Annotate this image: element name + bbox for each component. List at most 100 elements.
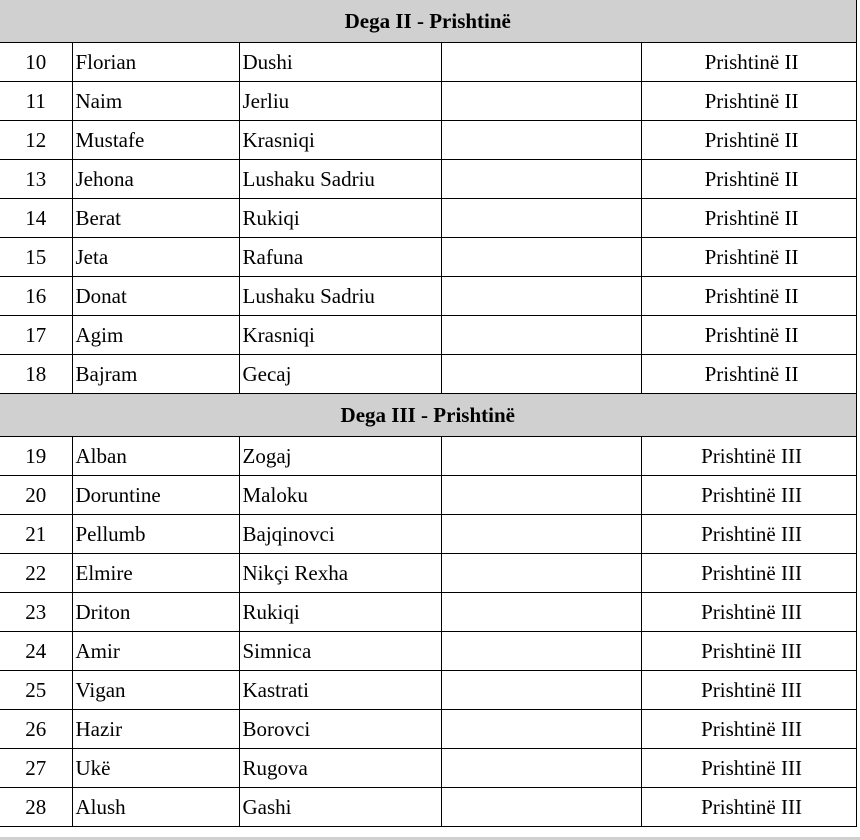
- table-row: 10 Florian Dushi Prishtinë II: [0, 42, 857, 82]
- branch: Prishtinë II: [640, 198, 857, 238]
- row-number: 23: [0, 592, 73, 632]
- row-number: 17: [0, 315, 73, 355]
- empty-cell: [440, 276, 642, 316]
- last-name: Nikçi Rexha: [238, 553, 442, 593]
- last-name: Borovci: [238, 709, 442, 749]
- empty-cell: [440, 748, 642, 788]
- first-name: Ukë: [71, 748, 240, 788]
- empty-cell: [440, 315, 642, 355]
- branch: Prishtinë II: [640, 81, 857, 121]
- table-row: 11 Naim Jerliu Prishtinë II: [0, 81, 857, 121]
- first-name: Alush: [71, 787, 240, 827]
- first-name: Amir: [71, 631, 240, 671]
- last-name: Rugova: [238, 748, 442, 788]
- empty-cell: [440, 670, 642, 710]
- empty-cell: [440, 592, 642, 632]
- table-row: 14 Berat Rukiqi Prishtinë II: [0, 198, 857, 238]
- empty-cell: [440, 198, 642, 238]
- branch: Prishtinë II: [640, 315, 857, 355]
- last-name: Dushi: [238, 42, 442, 82]
- row-number: 22: [0, 553, 73, 593]
- last-name: Simnica: [238, 631, 442, 671]
- table-row: 26 Hazir Borovci Prishtinë III: [0, 709, 857, 749]
- first-name: Alban: [71, 436, 240, 476]
- empty-cell: [440, 120, 642, 160]
- branch: Prishtinë III: [640, 436, 857, 476]
- table-row: 16 Donat Lushaku Sadriu Prishtinë II: [0, 276, 857, 316]
- empty-cell: [440, 354, 642, 394]
- branch: Prishtinë III: [640, 553, 857, 593]
- first-name: Hazir: [71, 709, 240, 749]
- branch: Prishtinë III: [640, 514, 857, 554]
- last-name: Krasniqi: [238, 315, 442, 355]
- first-name: Agim: [71, 315, 240, 355]
- section-title: Dega III - Prishtinë: [0, 393, 857, 437]
- branch: Prishtinë III: [640, 709, 857, 749]
- first-name: Jeta: [71, 237, 240, 277]
- branch: Prishtinë II: [640, 120, 857, 160]
- row-number: 16: [0, 276, 73, 316]
- row-number: 26: [0, 709, 73, 749]
- branch: Prishtinë III: [640, 631, 857, 671]
- branch: Prishtinë II: [640, 159, 857, 199]
- last-name: Rukiqi: [238, 198, 442, 238]
- branch: Prishtinë III: [640, 592, 857, 632]
- last-name: Lushaku Sadriu: [238, 276, 442, 316]
- branch: Prishtinë II: [640, 42, 857, 82]
- last-name: Gecaj: [238, 354, 442, 394]
- first-name: Mustafe: [71, 120, 240, 160]
- row-number: 13: [0, 159, 73, 199]
- branch: Prishtinë II: [640, 276, 857, 316]
- empty-cell: [440, 709, 642, 749]
- next-section-header-edge: [0, 837, 860, 840]
- empty-cell: [440, 787, 642, 827]
- row-number: 27: [0, 748, 73, 788]
- row-number: 28: [0, 787, 73, 827]
- empty-cell: [440, 475, 642, 515]
- branch: Prishtinë II: [640, 237, 857, 277]
- row-number: 20: [0, 475, 73, 515]
- first-name: Jehona: [71, 159, 240, 199]
- branch: Prishtinë III: [640, 748, 857, 788]
- empty-cell: [440, 81, 642, 121]
- row-number: 24: [0, 631, 73, 671]
- row-number: 14: [0, 198, 73, 238]
- first-name: Donat: [71, 276, 240, 316]
- row-number: 10: [0, 42, 73, 82]
- first-name: Florian: [71, 42, 240, 82]
- table-row: 23 Driton Rukiqi Prishtinë III: [0, 592, 857, 632]
- last-name: Jerliu: [238, 81, 442, 121]
- last-name: Kastrati: [238, 670, 442, 710]
- section-title: Dega II - Prishtinë: [0, 0, 857, 43]
- table-row: 13 Jehona Lushaku Sadriu Prishtinë II: [0, 159, 857, 199]
- last-name: Maloku: [238, 475, 442, 515]
- row-number: 21: [0, 514, 73, 554]
- table-row: 25 Vigan Kastrati Prishtinë III: [0, 670, 857, 710]
- table-row: 22 Elmire Nikçi Rexha Prishtinë III: [0, 553, 857, 593]
- empty-cell: [440, 237, 642, 277]
- row-number: 18: [0, 354, 73, 394]
- section-header: Dega II - Prishtinë: [0, 0, 857, 43]
- last-name: Lushaku Sadriu: [238, 159, 442, 199]
- last-name: Gashi: [238, 787, 442, 827]
- last-name: Rukiqi: [238, 592, 442, 632]
- last-name: Bajqinovci: [238, 514, 442, 554]
- row-number: 12: [0, 120, 73, 160]
- first-name: Naim: [71, 81, 240, 121]
- first-name: Berat: [71, 198, 240, 238]
- empty-cell: [440, 436, 642, 476]
- table-row: 18 Bajram Gecaj Prishtinë II: [0, 354, 857, 394]
- table-row: 28 Alush Gashi Prishtinë III: [0, 787, 857, 827]
- table-row: 17 Agim Krasniqi Prishtinë II: [0, 315, 857, 355]
- table-row: 19 Alban Zogaj Prishtinë III: [0, 436, 857, 476]
- section-header: Dega III - Prishtinë: [0, 393, 857, 437]
- row-number: 19: [0, 436, 73, 476]
- last-name: Zogaj: [238, 436, 442, 476]
- row-number: 11: [0, 81, 73, 121]
- branch: Prishtinë III: [640, 670, 857, 710]
- table-row: 15 Jeta Rafuna Prishtinë II: [0, 237, 857, 277]
- table-row: 24 Amir Simnica Prishtinë III: [0, 631, 857, 671]
- branch: Prishtinë II: [640, 354, 857, 394]
